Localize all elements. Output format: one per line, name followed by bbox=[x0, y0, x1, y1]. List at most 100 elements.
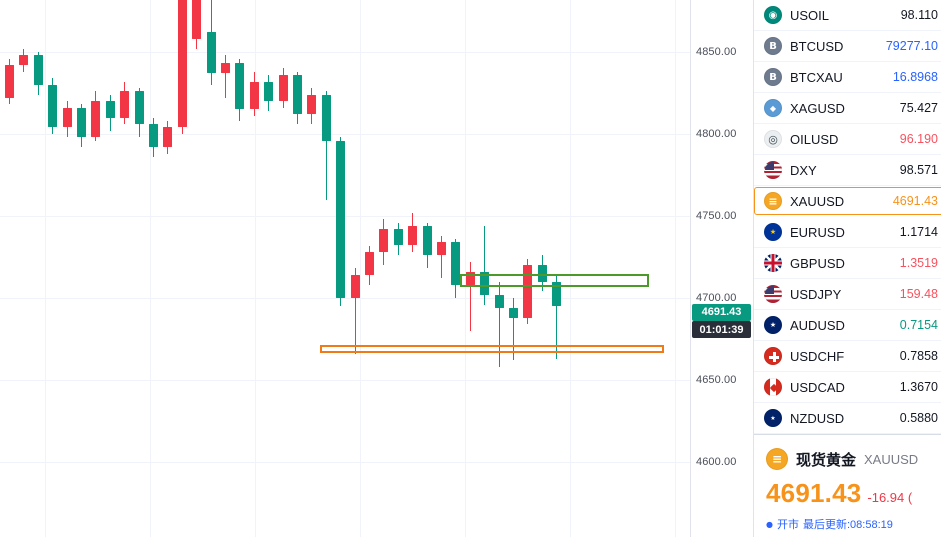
panel-divider bbox=[754, 434, 941, 435]
candle-body bbox=[465, 271, 475, 285]
candle-body bbox=[5, 65, 14, 98]
instrument-detail: ≡ 现货黄金 XAUUSD 4691.43 -16.94 ( ● 开市 最后更新… bbox=[754, 435, 941, 537]
candle-body bbox=[221, 63, 230, 74]
candle-body bbox=[235, 63, 245, 110]
candle-body bbox=[62, 107, 72, 128]
candle-body bbox=[91, 101, 101, 138]
candlestick-chart[interactable] bbox=[0, 0, 691, 537]
switzerland-flag-icon bbox=[764, 347, 782, 365]
candle-body bbox=[509, 307, 518, 318]
candle-body bbox=[77, 107, 86, 138]
watchlist-row-nzdusd[interactable]: ★ NZDUSD 0.5880 bbox=[754, 403, 941, 434]
price-gridline bbox=[0, 51, 690, 53]
watchlist-row-btcxau[interactable]: B BTCXAU 16.8968 bbox=[754, 62, 941, 93]
candle-wick bbox=[225, 55, 226, 98]
instrument-symbol: USOIL bbox=[790, 7, 830, 23]
candle-body bbox=[365, 252, 374, 276]
instrument-symbol: BTCXAU bbox=[790, 69, 843, 85]
candle-body bbox=[19, 55, 29, 66]
instrument-symbol: AUDUSD bbox=[790, 317, 845, 333]
candle-body bbox=[494, 294, 504, 308]
instrument-price: 4691.43 bbox=[892, 194, 938, 208]
instrument-symbol: NZDUSD bbox=[790, 410, 845, 426]
instrument-symbol: DXY bbox=[790, 162, 817, 178]
candle-body bbox=[451, 242, 461, 285]
candle-body bbox=[249, 81, 259, 110]
instrument-price-row: 4691.43 -16.94 ( bbox=[766, 478, 941, 509]
candle-body bbox=[408, 225, 418, 246]
watchlist-row-xagusd[interactable]: ◆ XAGUSD 75.427 bbox=[754, 93, 941, 124]
watchlist-rows: ◉ USOIL 98.110 B BTCUSD 79277.10 B BTCXAU 16.896… bbox=[754, 0, 941, 434]
instrument-symbol: OILUSD bbox=[790, 131, 839, 147]
candle-body bbox=[480, 271, 490, 295]
watchlist-row-btcusd[interactable]: B BTCUSD 79277.10 bbox=[754, 31, 941, 62]
watchlist-row-usoil[interactable]: ◉ USOIL 98.110 bbox=[754, 0, 941, 31]
gold-coin-icon: ≡ bbox=[764, 192, 782, 210]
instrument-price: 98.571 bbox=[899, 163, 938, 177]
candle-wick bbox=[513, 297, 514, 361]
current-price-badge: 4691.43 bbox=[692, 303, 751, 321]
candle-body bbox=[48, 84, 58, 128]
price-axis-label: 4650.00 bbox=[696, 373, 737, 386]
candle-body bbox=[552, 281, 562, 307]
instrument-symbol: XAUUSD bbox=[864, 451, 919, 467]
candle-body bbox=[523, 265, 533, 318]
price-gridline bbox=[0, 379, 690, 381]
watchlist-row-xauusd[interactable]: ≡ XAUUSD 4691.43 bbox=[754, 186, 941, 217]
instrument-price: 79277.10 bbox=[885, 39, 938, 53]
gold-coin-icon: ≡ bbox=[766, 448, 788, 470]
instrument-symbol: USDJPY bbox=[790, 286, 842, 302]
time-gridline bbox=[465, 0, 466, 537]
time-gridline bbox=[255, 0, 256, 537]
candle-body bbox=[336, 140, 346, 298]
instrument-price: 1.1714 bbox=[899, 225, 938, 239]
instrument-price: 0.7154 bbox=[899, 318, 938, 332]
upper-range-box[interactable] bbox=[460, 274, 649, 287]
oil-icon: ◎ bbox=[764, 130, 782, 148]
price-axis-label: 4800.00 bbox=[696, 127, 737, 140]
watchlist-row-usdcad[interactable]: USDCAD 1.3670 bbox=[754, 372, 941, 403]
instrument-name-cn: 现货黄金 bbox=[796, 451, 857, 469]
uk-flag-icon bbox=[764, 254, 782, 272]
us-flag-icon bbox=[764, 285, 782, 303]
price-axis-label: 4600.00 bbox=[696, 455, 737, 468]
time-gridline bbox=[360, 0, 361, 537]
candle-body bbox=[33, 55, 43, 85]
last-update-time: 最后更新:08:58:19 bbox=[802, 519, 893, 531]
candle-body bbox=[134, 91, 144, 125]
candle-wick bbox=[484, 225, 486, 305]
price-axis[interactable]: 4691.43 01:01:39 4850.00 4800.00 4750.00 47… bbox=[691, 0, 754, 537]
instrument-header: ≡ 现货黄金 XAUUSD bbox=[766, 448, 941, 470]
candle-body bbox=[192, 0, 202, 39]
canada-flag-icon bbox=[764, 378, 782, 396]
candle-body bbox=[206, 32, 216, 74]
usoil-icon: ◉ bbox=[764, 6, 782, 24]
candle-body bbox=[163, 127, 173, 148]
candle-wick bbox=[498, 281, 500, 367]
market-status: 开市 bbox=[776, 519, 799, 531]
instrument-price: 0.7858 bbox=[899, 349, 938, 363]
status-dot-icon: ● bbox=[766, 519, 773, 529]
watchlist-row-audusd[interactable]: ★ AUDUSD 0.7154 bbox=[754, 310, 941, 341]
watchlist-row-gbpusd[interactable]: GBPUSD 1.3519 bbox=[754, 248, 941, 279]
candle-body bbox=[422, 225, 432, 256]
watchlist-row-usdjpy[interactable]: USDJPY 159.48 bbox=[754, 279, 941, 310]
instrument-price: 16.8968 bbox=[892, 70, 938, 84]
instrument-symbol: EURUSD bbox=[790, 224, 845, 240]
candle-body bbox=[350, 275, 360, 298]
candle-body bbox=[177, 0, 187, 128]
watchlist-row-oilusd[interactable]: ◎ OILUSD 96.190 bbox=[754, 124, 941, 155]
watchlist-row-dxy[interactable]: DXY 98.571 bbox=[754, 155, 941, 186]
candle-wick bbox=[354, 268, 356, 354]
bitcoin-icon: B bbox=[764, 68, 782, 86]
time-gridline bbox=[45, 0, 46, 537]
silver-icon: ◆ bbox=[764, 99, 782, 117]
price-change: -16.94 ( bbox=[867, 490, 913, 505]
price-gridline bbox=[0, 297, 690, 299]
watchlist-row-eurusd[interactable]: ★ EURUSD 1.1714 bbox=[754, 217, 941, 248]
candle-body bbox=[537, 265, 547, 282]
lower-range-box[interactable] bbox=[320, 345, 664, 354]
price-gridline bbox=[0, 133, 690, 135]
watchlist-row-usdchf[interactable]: USDCHF 0.7858 bbox=[754, 341, 941, 372]
